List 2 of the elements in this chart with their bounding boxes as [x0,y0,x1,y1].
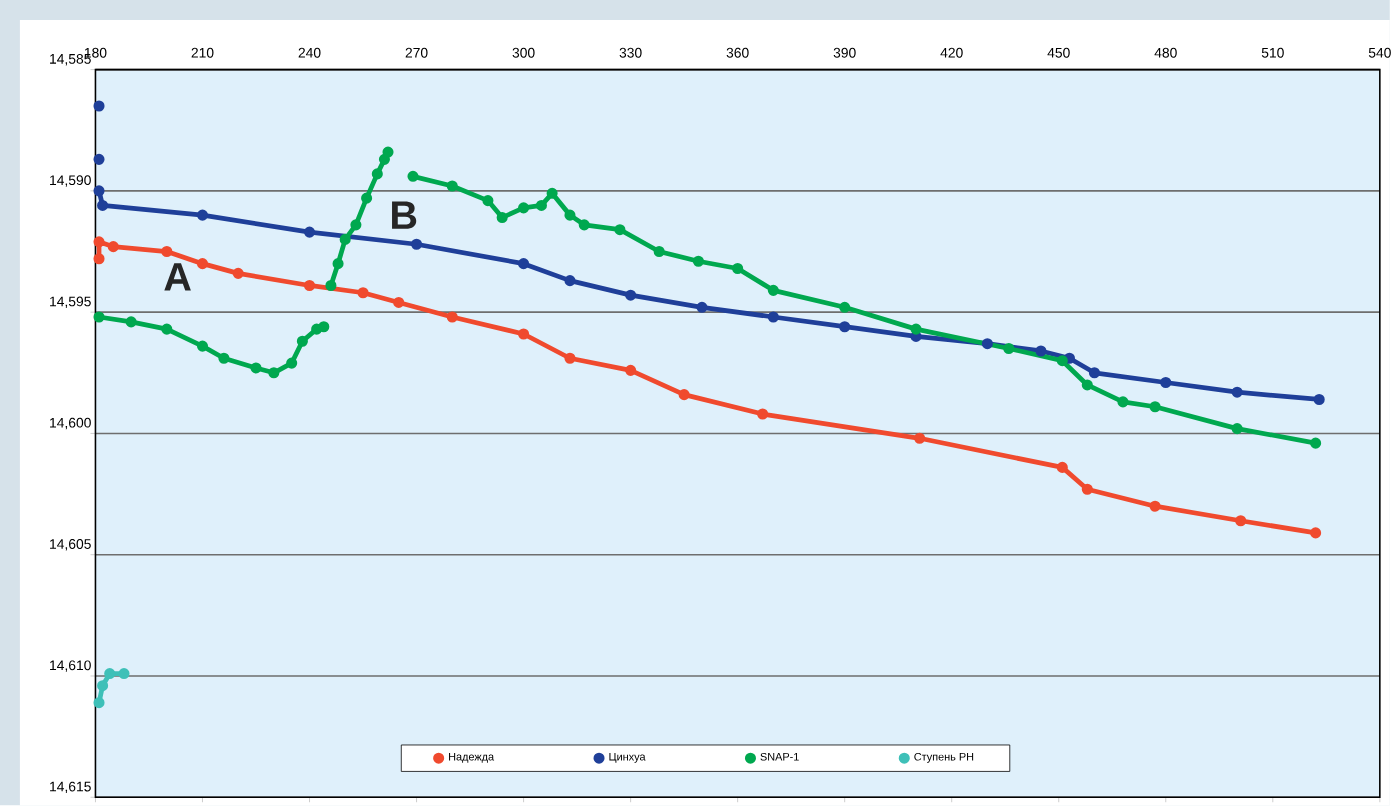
annotation: A [164,263,191,291]
annotation: B [392,201,417,230]
